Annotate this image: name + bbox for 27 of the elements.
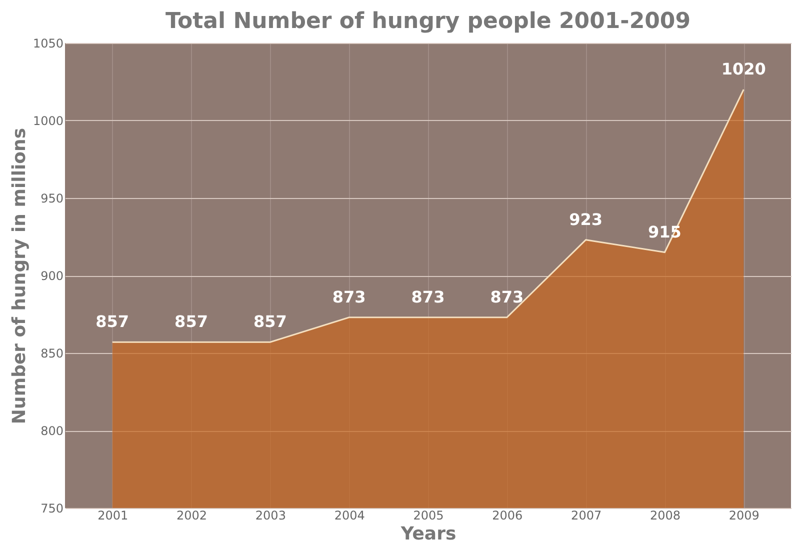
y-tick-label: 1050 — [32, 36, 64, 50]
data-label: 857 — [253, 312, 287, 332]
data-label: 873 — [411, 287, 445, 306]
x-tick-label: 2005 — [413, 508, 444, 522]
x-tick-label: 2009 — [728, 508, 760, 522]
x-axis-title: Years — [400, 524, 456, 544]
y-tick-label: 850 — [40, 346, 64, 360]
chart-title: Total Number of hungry people 2001-2009 — [165, 9, 691, 34]
x-tick-label: 2002 — [176, 508, 208, 522]
y-tick-label: 1000 — [32, 114, 64, 128]
y-tick-label: 950 — [40, 192, 64, 206]
x-tick-label: 2006 — [492, 508, 523, 522]
data-label: 923 — [569, 210, 603, 229]
data-label: 857 — [96, 312, 130, 332]
data-label: 873 — [490, 287, 524, 306]
x-tick-label: 2007 — [571, 508, 602, 522]
x-tick-label: 2008 — [650, 508, 681, 522]
y-tick-label: 750 — [40, 502, 64, 516]
y-tick-label: 800 — [40, 424, 64, 438]
data-label: 873 — [332, 287, 366, 306]
x-tick-label: 2003 — [255, 508, 286, 522]
y-axis-title: Number of hungry in millions — [8, 128, 30, 424]
data-label: 1020 — [721, 60, 766, 78]
y-tick-label: 900 — [40, 269, 64, 283]
x-tick-label: 2004 — [334, 508, 365, 522]
data-label: 857 — [174, 312, 208, 332]
x-tick-label: 2001 — [98, 508, 128, 522]
